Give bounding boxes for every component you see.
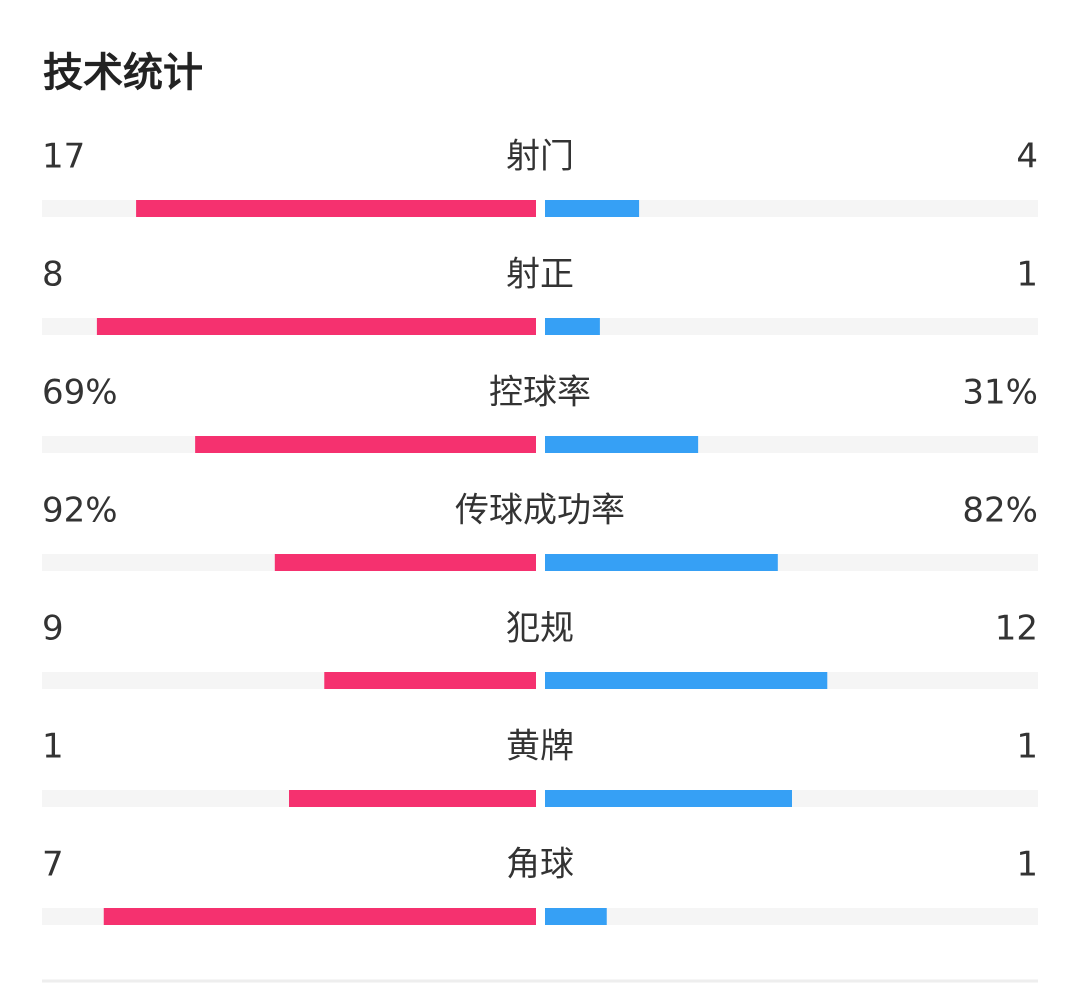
home-value: 1: [42, 727, 64, 767]
home-bar: [195, 436, 536, 453]
home-bar: [324, 672, 536, 689]
away-bar: [545, 908, 607, 925]
away-value: 4: [1016, 137, 1038, 177]
home-bar: [103, 908, 536, 925]
stat-name: 控球率: [489, 373, 591, 413]
away-bar: [545, 318, 600, 335]
center-gap: [536, 908, 545, 925]
home-value: 69%: [42, 373, 118, 413]
stat-name: 射正: [506, 255, 574, 295]
away-bar: [545, 436, 699, 453]
away-value: 31%: [962, 373, 1038, 413]
away-bar: [545, 554, 778, 571]
stat-name: 犯规: [506, 609, 574, 649]
away-bar: [545, 672, 828, 689]
home-value: 9: [42, 609, 64, 649]
center-gap: [536, 318, 545, 335]
stat-name: 射门: [506, 137, 574, 177]
home-bar: [274, 554, 536, 571]
center-gap: [536, 790, 545, 807]
stat-name: 传球成功率: [455, 491, 625, 531]
away-value: 12: [995, 609, 1038, 649]
home-value: 8: [42, 255, 64, 295]
home-bar: [96, 318, 536, 335]
home-bar: [289, 790, 536, 807]
home-value: 92%: [42, 491, 118, 531]
home-value: 7: [42, 845, 64, 885]
chart-title: 技术统计: [43, 50, 203, 96]
center-gap: [536, 436, 545, 453]
center-gap: [536, 200, 545, 217]
home-bar: [136, 200, 536, 217]
away-value: 1: [1016, 727, 1038, 767]
home-value: 17: [42, 137, 85, 177]
center-gap: [536, 672, 545, 689]
away-bar: [545, 200, 640, 217]
center-gap: [536, 554, 545, 571]
away-bar: [545, 790, 792, 807]
stat-name: 角球: [506, 845, 574, 885]
away-value: 82%: [962, 491, 1038, 531]
away-value: 1: [1016, 255, 1038, 295]
stat-name: 黄牌: [506, 727, 574, 767]
away-value: 1: [1016, 845, 1038, 885]
